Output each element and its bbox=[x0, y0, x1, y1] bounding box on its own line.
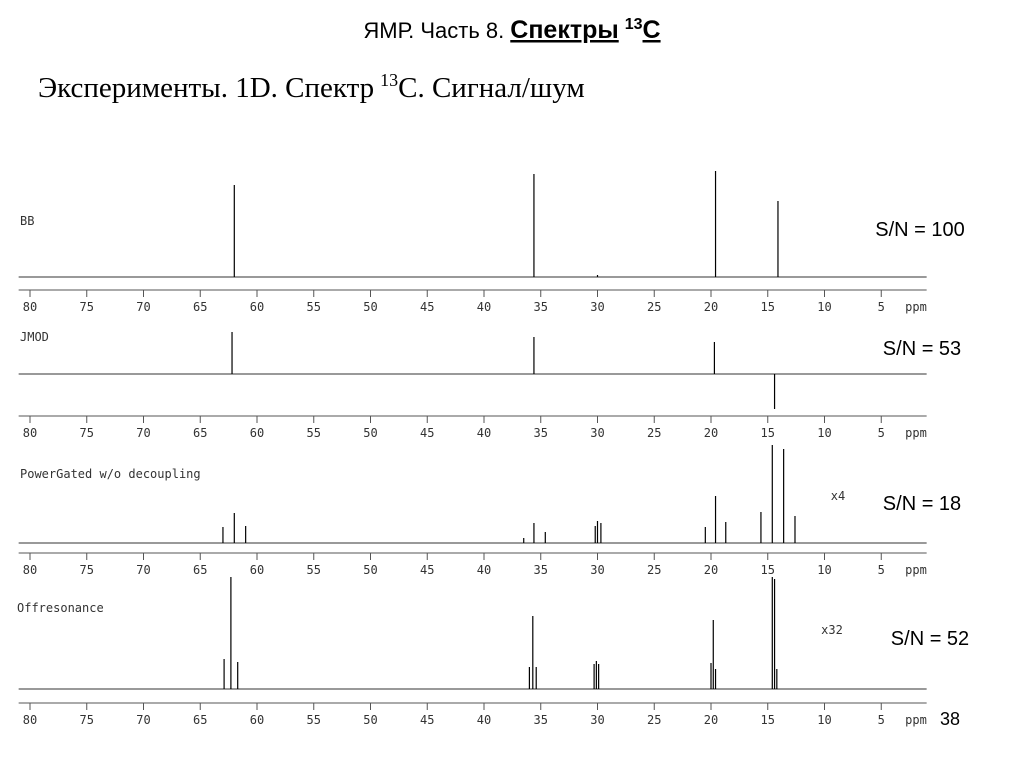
spectrum-label: JMOD bbox=[20, 330, 49, 344]
x-tick-label: 80 bbox=[23, 713, 37, 727]
x-axis-label: ppm bbox=[905, 426, 927, 440]
x-tick-label: 50 bbox=[363, 300, 377, 314]
x-tick-label: 70 bbox=[136, 426, 150, 440]
x-tick-label: 5 bbox=[878, 300, 885, 314]
x-tick-label: 60 bbox=[250, 426, 264, 440]
spectrum-label: PowerGated w/o decoupling bbox=[20, 467, 201, 481]
x-tick-label: 80 bbox=[23, 563, 37, 577]
title-emphasis: Спектры bbox=[510, 16, 618, 44]
x-tick-label: 5 bbox=[878, 713, 885, 727]
subtitle-suffix: C. Сигнал/шум bbox=[398, 72, 585, 104]
title-sup: 13 bbox=[625, 16, 643, 33]
x-tick-label: 10 bbox=[817, 426, 831, 440]
subtitle-text: Эксперименты. 1D. Спектр bbox=[38, 72, 374, 104]
x-tick-label: 50 bbox=[363, 563, 377, 577]
x-tick-label: 55 bbox=[307, 426, 321, 440]
scale-label: x4 bbox=[831, 489, 845, 503]
x-tick-label: 45 bbox=[420, 426, 434, 440]
x-tick-label: 35 bbox=[534, 563, 548, 577]
x-tick-label: 15 bbox=[761, 426, 775, 440]
x-tick-label: 65 bbox=[193, 300, 207, 314]
x-tick-label: 70 bbox=[136, 300, 150, 314]
x-tick-label: 40 bbox=[477, 300, 491, 314]
x-tick-label: 20 bbox=[704, 426, 718, 440]
x-tick-label: 35 bbox=[534, 300, 548, 314]
x-tick-label: 10 bbox=[817, 563, 831, 577]
x-tick-label: 75 bbox=[80, 713, 94, 727]
x-tick-label: 15 bbox=[761, 713, 775, 727]
x-tick-label: 50 bbox=[363, 713, 377, 727]
x-tick-label: 70 bbox=[136, 713, 150, 727]
x-tick-label: 25 bbox=[647, 563, 661, 577]
x-tick-label: 70 bbox=[136, 563, 150, 577]
x-tick-label: 45 bbox=[420, 300, 434, 314]
x-tick-label: 20 bbox=[704, 563, 718, 577]
x-tick-label: 80 bbox=[23, 426, 37, 440]
page-number: 38 bbox=[940, 709, 960, 729]
x-tick-label: 65 bbox=[193, 563, 207, 577]
signal-noise: S/N = 52 bbox=[891, 628, 969, 650]
x-tick-label: 25 bbox=[647, 300, 661, 314]
x-tick-label: 15 bbox=[761, 563, 775, 577]
x-tick-label: 65 bbox=[193, 713, 207, 727]
spectrum-label: BB bbox=[20, 214, 34, 228]
x-axis-label: ppm bbox=[905, 713, 927, 727]
title-suffix: C bbox=[643, 16, 661, 44]
x-tick-label: 55 bbox=[307, 563, 321, 577]
x-tick-label: 10 bbox=[817, 300, 831, 314]
slide-subtitle: Эксперименты. 1D. Спектр 13C. Сигнал/шум bbox=[38, 70, 585, 104]
signal-noise: S/N = 18 bbox=[883, 493, 961, 515]
x-tick-label: 75 bbox=[80, 426, 94, 440]
spectrum-label: Offresonance bbox=[17, 601, 104, 615]
subtitle-sup: 13 bbox=[380, 70, 398, 90]
x-tick-label: 30 bbox=[590, 713, 604, 727]
x-tick-label: 40 bbox=[477, 426, 491, 440]
title-text: ЯМР. Часть 8. bbox=[363, 18, 504, 43]
x-tick-label: 75 bbox=[80, 300, 94, 314]
x-tick-label: 45 bbox=[420, 563, 434, 577]
signal-noise: S/N = 100 bbox=[875, 219, 965, 241]
x-tick-label: 20 bbox=[704, 300, 718, 314]
x-tick-label: 25 bbox=[647, 713, 661, 727]
x-axis-label: ppm bbox=[905, 563, 927, 577]
x-tick-label: 55 bbox=[307, 713, 321, 727]
x-tick-label: 30 bbox=[590, 563, 604, 577]
x-tick-label: 40 bbox=[477, 713, 491, 727]
x-tick-label: 40 bbox=[477, 563, 491, 577]
x-axis-label: ppm bbox=[905, 300, 927, 314]
x-tick-label: 5 bbox=[878, 563, 885, 577]
x-tick-label: 5 bbox=[878, 426, 885, 440]
x-tick-label: 20 bbox=[704, 713, 718, 727]
x-tick-label: 45 bbox=[420, 713, 434, 727]
x-tick-label: 10 bbox=[817, 713, 831, 727]
scale-label: x32 bbox=[821, 623, 843, 637]
x-tick-label: 50 bbox=[363, 426, 377, 440]
x-tick-label: 35 bbox=[534, 426, 548, 440]
x-tick-label: 60 bbox=[250, 300, 264, 314]
slide-title: ЯМР. Часть 8. Спектры 13C bbox=[363, 16, 660, 44]
x-tick-label: 25 bbox=[647, 426, 661, 440]
x-tick-label: 65 bbox=[193, 426, 207, 440]
x-tick-label: 30 bbox=[590, 426, 604, 440]
x-tick-label: 15 bbox=[761, 300, 775, 314]
x-tick-label: 55 bbox=[307, 300, 321, 314]
signal-noise: S/N = 53 bbox=[883, 338, 961, 360]
x-tick-label: 30 bbox=[590, 300, 604, 314]
x-tick-label: 60 bbox=[250, 563, 264, 577]
x-tick-label: 75 bbox=[80, 563, 94, 577]
x-tick-label: 35 bbox=[534, 713, 548, 727]
x-tick-label: 60 bbox=[250, 713, 264, 727]
x-tick-label: 80 bbox=[23, 300, 37, 314]
